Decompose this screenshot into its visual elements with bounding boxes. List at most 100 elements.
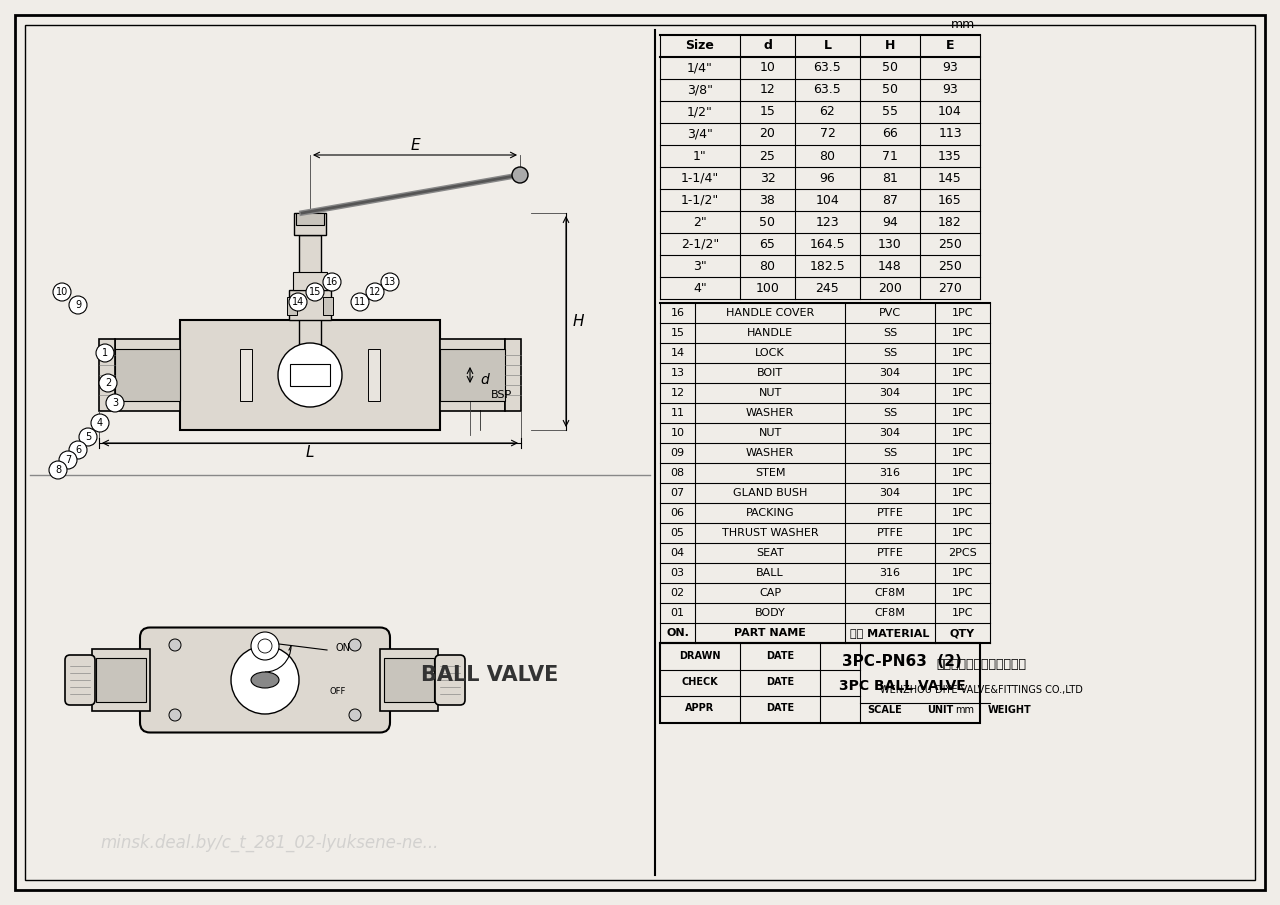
Text: DRAWN: DRAWN <box>680 651 721 661</box>
Text: WASHER: WASHER <box>746 408 794 418</box>
Text: WASHER: WASHER <box>746 448 794 458</box>
Text: 10: 10 <box>759 62 776 74</box>
Text: 01: 01 <box>671 608 685 618</box>
Text: 148: 148 <box>878 260 902 272</box>
Bar <box>96 658 146 702</box>
Text: 304: 304 <box>879 488 901 498</box>
Text: 1PC: 1PC <box>952 528 973 538</box>
Text: 65: 65 <box>759 237 776 251</box>
Bar <box>300 235 321 353</box>
Text: 5: 5 <box>84 432 91 442</box>
Circle shape <box>106 394 124 412</box>
Circle shape <box>96 344 114 362</box>
Text: 15: 15 <box>671 328 685 338</box>
Text: 165: 165 <box>938 194 961 206</box>
Text: 304: 304 <box>879 388 901 398</box>
Text: DATE: DATE <box>765 651 794 661</box>
Text: CHECK: CHECK <box>682 677 718 687</box>
Text: HANDLE COVER: HANDLE COVER <box>726 308 814 318</box>
Text: SEAT: SEAT <box>756 548 783 558</box>
Text: 2: 2 <box>105 378 111 388</box>
Text: 3: 3 <box>111 398 118 408</box>
Text: ON: ON <box>335 643 349 653</box>
Text: PART NAME: PART NAME <box>733 628 806 638</box>
Circle shape <box>169 709 180 721</box>
Text: 135: 135 <box>938 149 961 163</box>
Text: CF8M: CF8M <box>874 588 905 598</box>
Text: 11: 11 <box>353 297 366 307</box>
Text: CAP: CAP <box>759 588 781 598</box>
Text: 164.5: 164.5 <box>810 237 845 251</box>
Circle shape <box>381 273 399 291</box>
Text: 72: 72 <box>819 128 836 140</box>
Text: 25: 25 <box>759 149 776 163</box>
Text: BALL VALVE: BALL VALVE <box>421 665 558 685</box>
Circle shape <box>289 293 307 311</box>
Text: 15: 15 <box>759 106 776 119</box>
Text: 93: 93 <box>942 83 957 97</box>
Text: 316: 316 <box>879 468 901 478</box>
Text: BSP: BSP <box>492 390 512 400</box>
Text: H: H <box>884 40 895 52</box>
Text: 2PCS: 2PCS <box>948 548 977 558</box>
Text: 07: 07 <box>671 488 685 498</box>
Text: 96: 96 <box>819 172 836 185</box>
Bar <box>660 643 980 723</box>
Text: E: E <box>410 138 420 153</box>
Circle shape <box>351 293 369 311</box>
Text: DATE: DATE <box>765 703 794 713</box>
Text: 1PC: 1PC <box>952 368 973 378</box>
Text: 14: 14 <box>292 297 305 307</box>
Text: SS: SS <box>883 408 897 418</box>
Text: 10: 10 <box>671 428 685 438</box>
Text: 250: 250 <box>938 260 963 272</box>
Text: NUT: NUT <box>758 388 782 398</box>
Text: 13: 13 <box>671 368 685 378</box>
Bar <box>92 649 150 711</box>
Text: 3PC BALL VALVE: 3PC BALL VALVE <box>838 679 965 693</box>
Text: 71: 71 <box>882 149 899 163</box>
Bar <box>294 213 326 235</box>
Text: 04: 04 <box>671 548 685 558</box>
Text: 50: 50 <box>759 215 776 228</box>
Bar <box>291 364 330 386</box>
Text: 104: 104 <box>815 194 840 206</box>
Circle shape <box>251 632 279 660</box>
Text: 200: 200 <box>878 281 902 294</box>
Text: 4": 4" <box>694 281 707 294</box>
Circle shape <box>366 283 384 301</box>
Text: 11: 11 <box>671 408 685 418</box>
Text: 55: 55 <box>882 106 899 119</box>
Text: 9: 9 <box>76 300 81 310</box>
FancyBboxPatch shape <box>435 655 465 705</box>
Text: 3PC-PN63  (2): 3PC-PN63 (2) <box>842 653 963 669</box>
Text: 09: 09 <box>671 448 685 458</box>
Text: SCALE: SCALE <box>868 705 902 715</box>
Text: CF8M: CF8M <box>874 608 905 618</box>
Text: QTY: QTY <box>950 628 975 638</box>
Text: BODY: BODY <box>755 608 786 618</box>
Text: 1PC: 1PC <box>952 488 973 498</box>
Text: 130: 130 <box>878 237 902 251</box>
Bar <box>440 339 506 411</box>
Text: 1PC: 1PC <box>952 448 973 458</box>
Text: 12: 12 <box>671 388 685 398</box>
Bar <box>296 213 324 225</box>
Text: PACKING: PACKING <box>746 508 795 518</box>
Text: 12: 12 <box>369 287 381 297</box>
Text: 10: 10 <box>56 287 68 297</box>
Text: 250: 250 <box>938 237 963 251</box>
Text: SS: SS <box>883 348 897 358</box>
Text: 63.5: 63.5 <box>814 83 841 97</box>
Bar <box>384 658 434 702</box>
Text: 14: 14 <box>671 348 685 358</box>
Text: 02: 02 <box>671 588 685 598</box>
Text: 94: 94 <box>882 215 897 228</box>
Text: STEM: STEM <box>755 468 785 478</box>
Text: 08: 08 <box>671 468 685 478</box>
Text: 1PC: 1PC <box>952 308 973 318</box>
Text: WEIGHT: WEIGHT <box>988 705 1032 715</box>
Ellipse shape <box>251 672 279 688</box>
Text: THRUST WASHER: THRUST WASHER <box>722 528 818 538</box>
Text: 06: 06 <box>671 508 685 518</box>
